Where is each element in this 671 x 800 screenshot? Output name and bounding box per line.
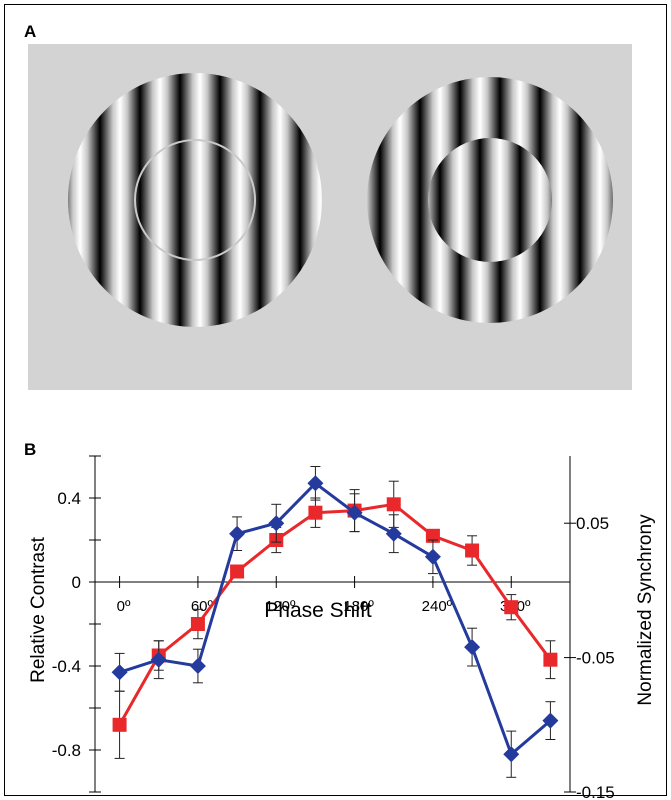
right-y-tick-label: -0.15 <box>576 783 615 800</box>
phase-shifted-center <box>428 138 552 262</box>
data-point-square <box>425 528 440 543</box>
inner-ring-outline <box>134 139 256 261</box>
data-point-diamond <box>150 651 167 668</box>
left-y-tick-label: 0 <box>72 573 81 592</box>
panel-b-label: B <box>24 440 37 459</box>
data-point-diamond <box>307 475 324 492</box>
data-point-square <box>230 564 245 579</box>
data-point-square <box>504 600 519 615</box>
left-y-tick-label: -0.8 <box>52 741 81 760</box>
data-point-diamond <box>346 504 363 521</box>
data-point-square <box>543 652 558 667</box>
series-layer <box>111 466 559 778</box>
right-y-tick-label: -0.05 <box>576 649 615 668</box>
panel-b-chart: 0.40-0.4-0.8 0.05-0.05-0.15 0º 60º 120º 180… <box>28 455 656 800</box>
y2-axis-label: Normalized Synchrony <box>635 514 656 706</box>
outer-grating-left <box>68 73 322 327</box>
data-point-diamond <box>464 639 481 656</box>
y-axis-label: Relative Contrast <box>28 536 49 682</box>
data-point-diamond <box>542 712 559 729</box>
data-point-diamond <box>189 658 206 674</box>
left-stimulus <box>68 73 322 327</box>
data-point-square <box>386 497 401 512</box>
x-tick-label: 180º <box>343 598 374 615</box>
data-point-diamond <box>229 525 246 542</box>
data-point-diamond <box>424 548 441 565</box>
data-point-square <box>190 617 205 631</box>
left-y-tick-label: -0.4 <box>52 657 81 676</box>
data-point-diamond <box>385 525 402 542</box>
series-1 <box>111 466 559 778</box>
right-y-ticks: 0.05 -0.05 -0.15 <box>564 514 615 800</box>
data-point-square <box>465 543 480 558</box>
data-point-square <box>308 505 323 520</box>
left-y-tick-label: 0.4 <box>57 489 81 508</box>
panel-a-label: A <box>24 22 37 41</box>
data-point-diamond <box>111 664 128 681</box>
right-stimulus <box>367 77 613 323</box>
x-tick-label: 120º <box>265 598 296 615</box>
panel-a <box>28 44 632 390</box>
data-point-diamond <box>503 746 520 763</box>
x-tick-label: 0º <box>117 598 131 615</box>
data-point-square <box>112 717 127 732</box>
left-y-ticks: 0.4 0 -0.4 -0.8 <box>52 455 101 793</box>
data-point-diamond <box>268 515 285 532</box>
x-axis-label: Phase Shift <box>264 599 372 622</box>
x-tick-label: 240º <box>422 598 453 615</box>
right-y-tick-label: 0.05 <box>576 514 609 533</box>
figure-frame <box>4 4 667 796</box>
